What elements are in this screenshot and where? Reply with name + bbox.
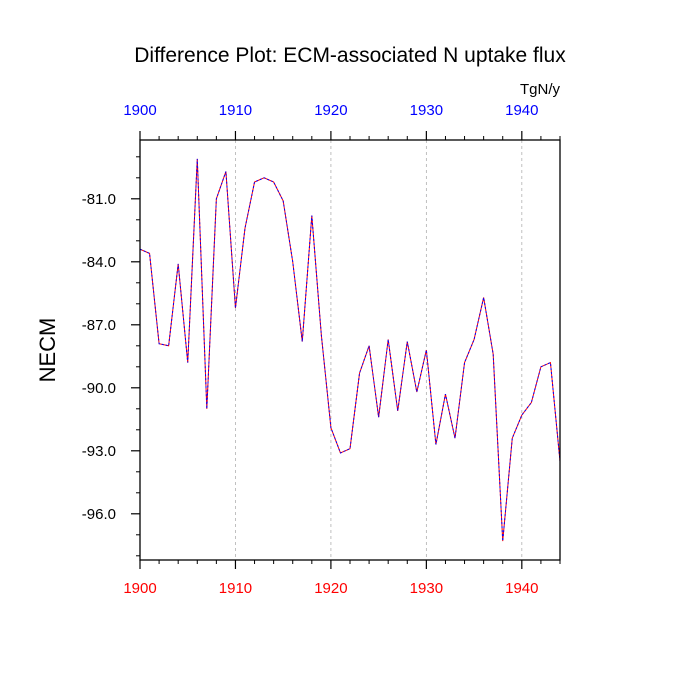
series-lines	[139, 158, 561, 542]
chart-title: Difference Plot: ECM-associated N uptake…	[134, 44, 566, 67]
y-tick-label: -81.0	[82, 191, 116, 208]
x-tick-label-bottom: 1910	[219, 580, 252, 597]
series-line-blue-dashed	[139, 158, 561, 542]
x-tick-label-top: 1910	[219, 102, 252, 119]
y-tick-label: -93.0	[82, 443, 116, 460]
axes	[131, 131, 561, 569]
x-tick-label-bottom: 1900	[123, 580, 156, 597]
x-tick-label-bottom: 1930	[410, 580, 443, 597]
grid-lines	[235, 140, 523, 560]
y-tick-label: -84.0	[82, 254, 116, 271]
y-tick-label: -87.0	[82, 317, 116, 334]
x-tick-label-top: 1920	[314, 102, 347, 119]
y-axis-label: NECM	[35, 318, 60, 383]
y-tick-label: -90.0	[82, 380, 116, 397]
y-tick-label: -96.0	[82, 506, 116, 523]
series-line-red	[139, 158, 561, 542]
units-label: TgN/y	[520, 81, 561, 98]
tick-labels: 1900 1900 1910 1910 1920 1920 1930 1930 1940 1940…	[82, 102, 539, 597]
x-tick-label-top: 1940	[505, 102, 538, 119]
x-tick-label-top: 1900	[123, 102, 156, 119]
x-tick-label-bottom: 1920	[314, 580, 347, 597]
x-tick-label-top: 1930	[410, 102, 443, 119]
plot-frame	[139, 139, 561, 561]
x-tick-label-bottom: 1940	[505, 580, 538, 597]
